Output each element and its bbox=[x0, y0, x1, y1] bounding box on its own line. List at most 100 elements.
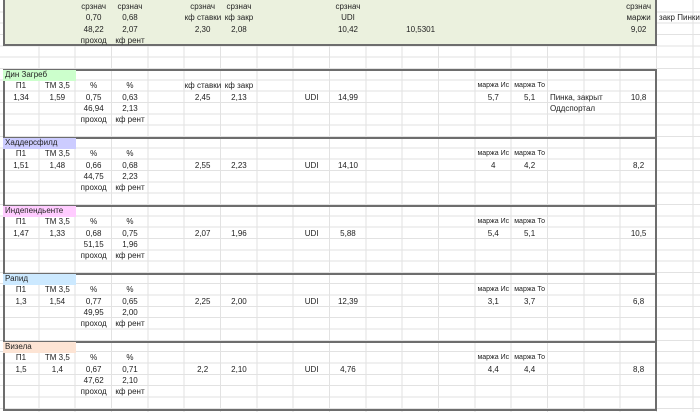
total-value[interactable]: 6,8 bbox=[633, 296, 645, 306]
marzha-is-value[interactable]: 4,4 bbox=[487, 364, 499, 374]
udi-value[interactable]: 5,88 bbox=[340, 228, 356, 238]
prohod-value[interactable]: 49,95 bbox=[83, 307, 104, 317]
tm-label[interactable]: ТМ 3,5 bbox=[44, 353, 70, 363]
kf-rent-value[interactable]: 2,13 bbox=[122, 103, 138, 113]
tm-label[interactable]: ТМ 3,5 bbox=[44, 149, 70, 159]
marzha-is-label[interactable]: маржа Ис bbox=[477, 286, 510, 294]
marzha-to-value[interactable]: 4,4 bbox=[524, 364, 536, 374]
kf-zakr-value[interactable]: 2,23 bbox=[231, 160, 247, 170]
marzha-is-label[interactable]: маржа Ис bbox=[477, 82, 510, 90]
kf-zakr-value[interactable]: 2,00 bbox=[231, 296, 247, 306]
summary-srznach-label[interactable]: срзнач bbox=[81, 2, 107, 11]
marzha-is-value[interactable]: 4 bbox=[491, 160, 496, 170]
summary-kf-rent-label[interactable]: кф рент bbox=[115, 35, 145, 45]
udi-label[interactable]: UDI bbox=[304, 92, 319, 102]
tm-label[interactable]: ТМ 3,5 bbox=[44, 285, 70, 295]
pct-label[interactable]: % bbox=[90, 217, 98, 227]
summary-udi[interactable]: 10,42 bbox=[337, 24, 358, 34]
prohod-label[interactable]: проход bbox=[80, 319, 107, 329]
p1-value[interactable]: 1,34 bbox=[13, 92, 29, 102]
tm-value[interactable]: 1,4 bbox=[51, 364, 63, 374]
kf-stavki-value[interactable]: 2,2 bbox=[197, 364, 209, 374]
kf-rent-label[interactable]: кф рент bbox=[115, 251, 145, 261]
pct2-value[interactable]: 0,75 bbox=[122, 228, 138, 238]
kf-zakr-value[interactable]: 1,96 bbox=[231, 228, 247, 238]
pct-label[interactable]: % bbox=[90, 285, 98, 295]
udi-label[interactable]: UDI bbox=[304, 228, 319, 238]
prohod-label[interactable]: проход bbox=[80, 387, 107, 397]
summary-marzhi-label[interactable]: маржи bbox=[626, 13, 651, 23]
note-text[interactable]: Пинка, закрыт bbox=[549, 92, 603, 102]
summary-kf-rent[interactable]: 2,07 bbox=[122, 24, 138, 34]
marzha-is-value[interactable]: 5,4 bbox=[487, 228, 499, 238]
kf-stavki-value[interactable]: 2,25 bbox=[194, 296, 211, 306]
note-text[interactable]: Оддспортал bbox=[549, 103, 596, 113]
udi-label[interactable]: UDI bbox=[304, 160, 319, 170]
udi-value[interactable]: 12,39 bbox=[337, 296, 358, 306]
marzha-is-value[interactable]: 5,7 bbox=[487, 92, 499, 102]
tm-label[interactable]: ТМ 3,5 bbox=[44, 81, 70, 91]
udi-label[interactable]: UDI bbox=[304, 364, 319, 374]
pct1-value[interactable]: 0,66 bbox=[85, 160, 102, 170]
p1-value[interactable]: 1,51 bbox=[13, 160, 29, 170]
summary-pct1[interactable]: 0,70 bbox=[85, 13, 102, 23]
summary-marzhi[interactable]: 9,02 bbox=[630, 24, 647, 34]
prohod-label[interactable]: проход bbox=[80, 183, 107, 193]
pct-label[interactable]: % bbox=[126, 285, 134, 295]
prohod-value[interactable]: 46,94 bbox=[83, 103, 104, 113]
team-name[interactable]: Визела bbox=[5, 341, 32, 351]
summary-kf-zakr-label[interactable]: кф закр bbox=[224, 13, 254, 23]
pct2-value[interactable]: 0,71 bbox=[122, 364, 138, 374]
summary-srznach-label[interactable]: срзнач bbox=[117, 2, 143, 11]
marzha-to-value[interactable]: 4,2 bbox=[524, 160, 536, 170]
team-name[interactable]: Хаддерсфилд bbox=[5, 137, 58, 147]
total-value[interactable]: 10,5 bbox=[630, 228, 647, 238]
udi-value[interactable]: 14,99 bbox=[337, 92, 358, 102]
marzha-to-label[interactable]: маржа То bbox=[514, 218, 545, 226]
kf-rent-value[interactable]: 2,23 bbox=[122, 171, 138, 181]
marzha-to-label[interactable]: маржа То bbox=[514, 354, 545, 362]
marzha-to-value[interactable]: 3,7 bbox=[524, 296, 536, 306]
total-value[interactable]: 8,2 bbox=[633, 160, 645, 170]
summary-udi-label[interactable]: UDI bbox=[341, 13, 355, 23]
marzha-to-label[interactable]: маржа То bbox=[514, 286, 545, 294]
team-name[interactable]: Дин Загреб bbox=[5, 69, 48, 79]
prohod-label[interactable]: проход bbox=[80, 115, 107, 125]
pct-label[interactable]: % bbox=[126, 217, 134, 227]
marzha-to-value[interactable]: 5,1 bbox=[524, 228, 536, 238]
marzha-is-value[interactable]: 3,1 bbox=[487, 296, 499, 306]
marzha-is-label[interactable]: маржа Ис bbox=[477, 218, 510, 226]
pct-label[interactable]: % bbox=[90, 353, 98, 363]
summary-kf-stavki[interactable]: 2,30 bbox=[194, 24, 211, 34]
p1-value[interactable]: 1,5 bbox=[15, 364, 27, 374]
pct1-value[interactable]: 0,75 bbox=[85, 92, 102, 102]
kf-zakr-value[interactable]: 2,10 bbox=[231, 364, 247, 374]
tm-value[interactable]: 1,59 bbox=[49, 92, 66, 102]
pct1-value[interactable]: 0,67 bbox=[85, 364, 102, 374]
total-value[interactable]: 8,8 bbox=[633, 364, 645, 374]
summary-extra-value[interactable]: 10,5301 bbox=[406, 24, 436, 34]
pct-label[interactable]: % bbox=[90, 149, 98, 159]
kf-rent-label[interactable]: кф рент bbox=[115, 115, 145, 125]
p1-label[interactable]: П1 bbox=[15, 81, 27, 91]
summary-srznach-label[interactable]: срзнач bbox=[226, 2, 252, 11]
p1-value[interactable]: 1,47 bbox=[13, 228, 29, 238]
kf-rent-value[interactable]: 2,10 bbox=[122, 375, 138, 385]
tm-value[interactable]: 1,33 bbox=[49, 228, 66, 238]
marzha-is-label[interactable]: маржа Ис bbox=[477, 150, 510, 158]
kf-rent-label[interactable]: кф рент bbox=[115, 319, 145, 329]
udi-value[interactable]: 4,76 bbox=[340, 364, 356, 374]
pct2-value[interactable]: 0,68 bbox=[122, 160, 138, 170]
pct2-value[interactable]: 0,65 bbox=[122, 296, 138, 306]
tm-value[interactable]: 1,48 bbox=[49, 160, 66, 170]
pct2-value[interactable]: 0,63 bbox=[122, 92, 138, 102]
team-name[interactable]: Рапид bbox=[5, 273, 28, 283]
kf-stavki-value[interactable]: 2,45 bbox=[194, 92, 211, 102]
total-value[interactable]: 10,8 bbox=[630, 92, 647, 102]
marzha-to-label[interactable]: маржа То bbox=[514, 150, 545, 158]
kf-stavki-label[interactable]: кф ставки bbox=[184, 81, 222, 91]
p1-label[interactable]: П1 bbox=[15, 353, 27, 363]
pct-label[interactable]: % bbox=[126, 353, 134, 363]
summary-pct2[interactable]: 0,68 bbox=[122, 13, 138, 23]
pct-label[interactable]: % bbox=[90, 81, 98, 91]
